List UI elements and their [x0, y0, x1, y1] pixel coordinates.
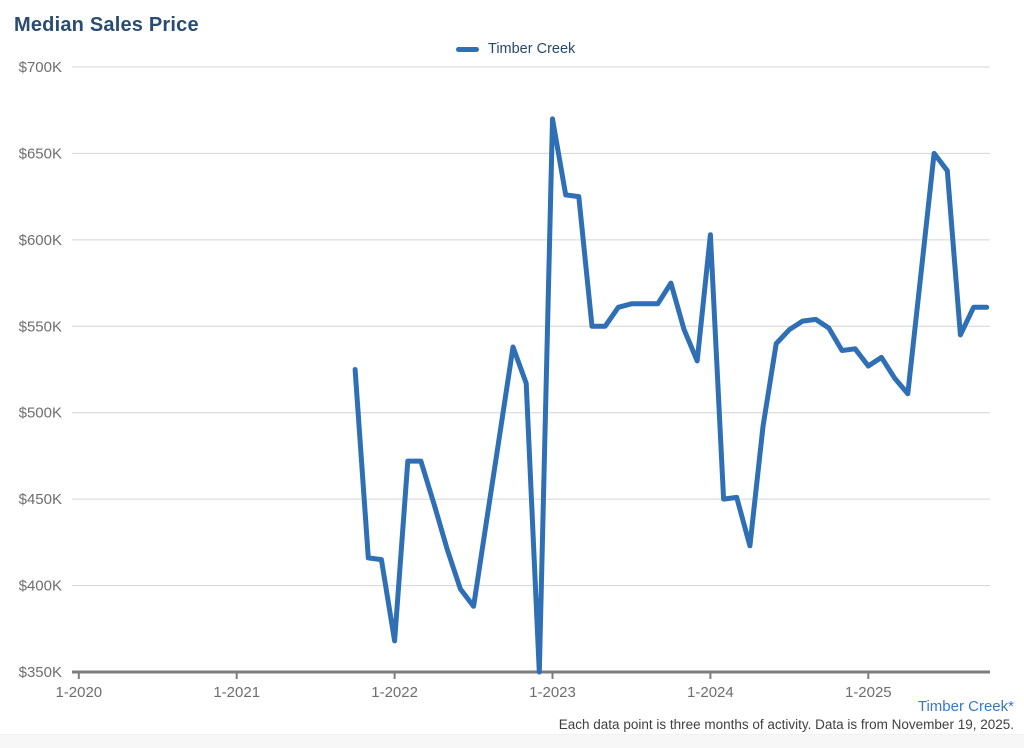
- legend: Timber Creek: [456, 41, 575, 57]
- y-axis-tick-label: $350K: [19, 664, 62, 681]
- source-link[interactable]: Timber Creek*: [917, 698, 1014, 715]
- x-axis-tick-label: 1-2024: [687, 684, 734, 701]
- legend-label: Timber Creek: [488, 41, 576, 57]
- legend-line-swatch-icon: [456, 46, 479, 52]
- y-axis-tick-label: $650K: [19, 145, 62, 162]
- y-axis-tick-label: $600K: [19, 232, 62, 249]
- x-axis-tick-label: 1-2020: [55, 684, 102, 701]
- bottom-band: [0, 734, 1024, 748]
- x-axis-tick-label: 1-2022: [371, 684, 418, 701]
- x-axis-tick-label: 1-2023: [529, 684, 576, 701]
- series-line-timber-creek: [352, 116, 990, 675]
- y-axis-tick-label: $550K: [19, 318, 62, 335]
- y-axis-tick-label: $500K: [19, 405, 62, 422]
- x-axis-tick-label: 1-2025: [845, 684, 892, 701]
- page-title: Median Sales Price: [14, 14, 199, 36]
- footnote: Each data point is three months of activ…: [558, 717, 1014, 732]
- y-axis-tick-label: $700K: [19, 59, 62, 76]
- y-axis-tick-label: $400K: [19, 578, 62, 595]
- y-axis-tick-label: $450K: [19, 491, 62, 508]
- x-axis-tick-label: 1-2021: [213, 684, 260, 701]
